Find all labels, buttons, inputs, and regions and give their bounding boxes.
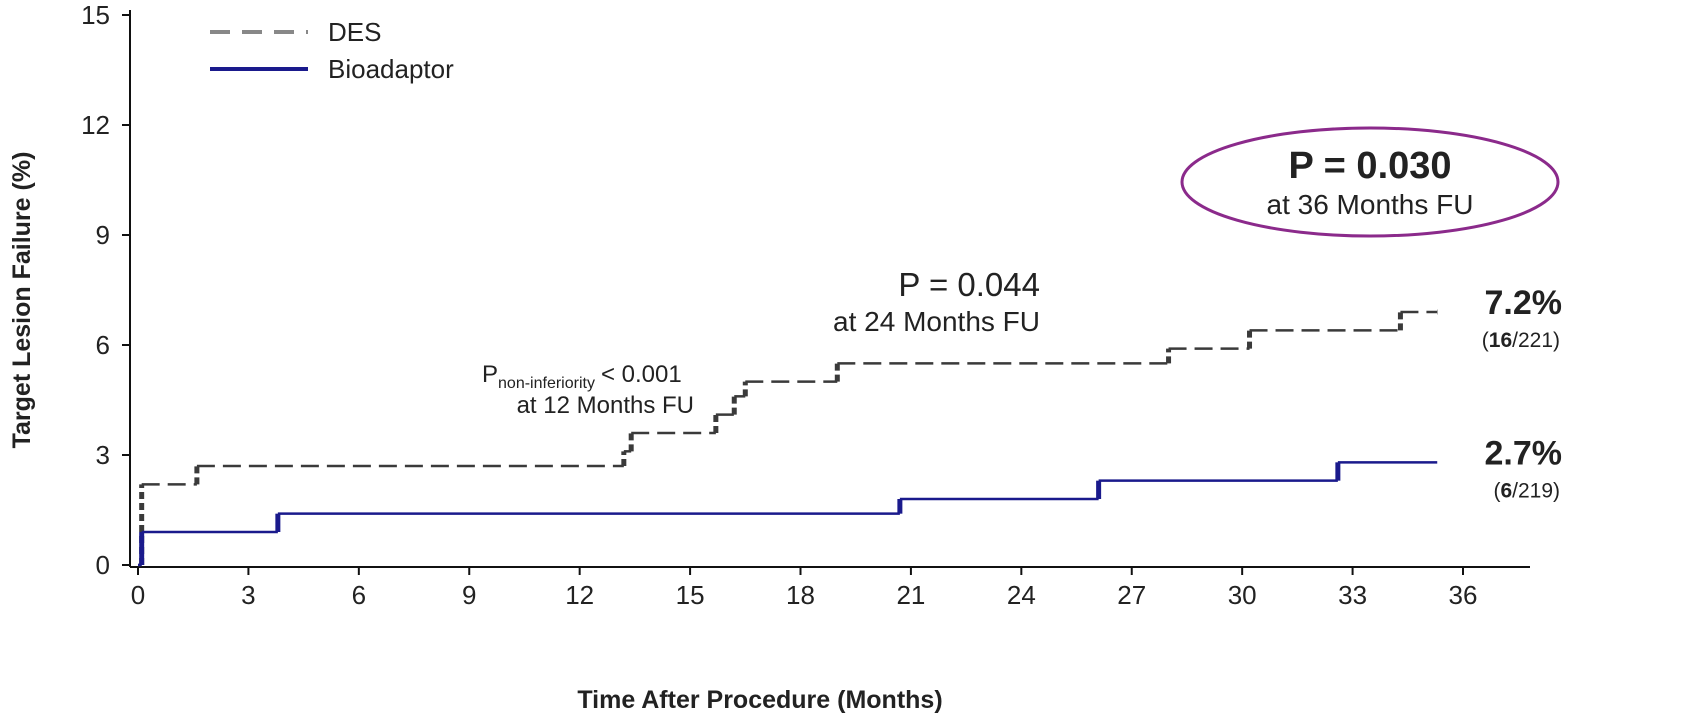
x-axis-title: Time After Procedure (Months)	[577, 686, 942, 714]
legend-label: Bioadaptor	[328, 54, 454, 84]
end-count: /219)	[1512, 479, 1560, 502]
x-tick-label: 21	[896, 580, 925, 610]
annotation: < 0.001	[601, 361, 682, 388]
x-tick-label: 30	[1228, 580, 1257, 610]
annotation: Pnon-inferiority < 0.001	[482, 361, 682, 392]
annotation: P = 0.030	[1288, 145, 1451, 187]
end-count: 6	[1500, 479, 1512, 502]
x-tick-label: 33	[1338, 580, 1367, 610]
annotation: at 12 Months FU	[517, 392, 694, 419]
highlight-ellipse	[1180, 126, 1560, 238]
y-tick-label: 6	[96, 330, 110, 360]
x-tick-label: 0	[131, 580, 145, 610]
x-tick-label: 15	[676, 580, 705, 610]
y-tick-label: 3	[96, 440, 110, 470]
legend-label: DES	[328, 17, 381, 47]
y-tick-label: 9	[96, 220, 110, 250]
end-count: /221)	[1512, 329, 1560, 352]
end-count: (6/219)	[1493, 479, 1560, 502]
y-tick-label: 12	[81, 110, 110, 140]
x-tick-label: 18	[786, 580, 815, 610]
y-tick-label: 0	[96, 550, 110, 580]
end-count: (16/221)	[1482, 329, 1560, 352]
annotation: at 24 Months FU	[833, 306, 1040, 337]
x-tick-label: 24	[1007, 580, 1036, 610]
x-tick-label: 36	[1449, 580, 1478, 610]
x-tick-label: 27	[1117, 580, 1146, 610]
x-tick-label: 12	[565, 580, 594, 610]
annotation: P = 0.044	[898, 266, 1040, 303]
end-count: (	[1482, 329, 1489, 352]
x-tick-label: 9	[462, 580, 476, 610]
y-axis-title: Target Lesion Failure (%)	[8, 152, 36, 449]
annotation: at 36 Months FU	[1267, 189, 1474, 220]
end-label: 7.2%	[1485, 284, 1563, 322]
annotation: P	[482, 361, 498, 388]
x-tick-label: 6	[352, 580, 366, 610]
end-count: (	[1493, 479, 1500, 502]
end-count: 16	[1489, 329, 1512, 352]
x-tick-label: 3	[241, 580, 255, 610]
end-label: 2.7%	[1485, 434, 1563, 472]
annotation: non-inferiority	[498, 375, 595, 392]
y-tick-label: 15	[81, 0, 110, 30]
